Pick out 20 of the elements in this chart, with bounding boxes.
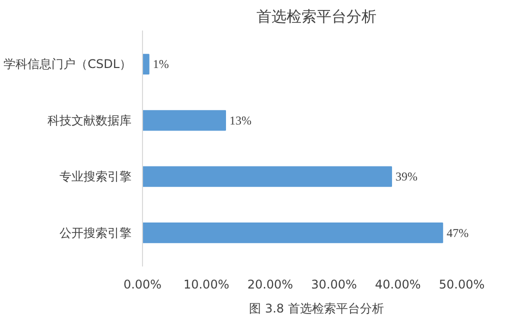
x-tick-label: 50.00%	[438, 278, 485, 292]
data-label: 47%	[446, 226, 469, 240]
x-tick-label: 20.00%	[247, 278, 294, 292]
y-tick-label: 公开搜索引擎	[60, 226, 132, 240]
y-tick-label: 学科信息门户（CSDL）	[4, 57, 132, 72]
x-tick-label: 30.00%	[311, 278, 357, 292]
bar	[142, 222, 444, 244]
x-tick-label: 10.00%	[183, 278, 230, 292]
y-tick-label: 科技文献数据库	[48, 113, 132, 128]
caption: 图 3.8 首选检索平台分析	[249, 302, 384, 316]
bar	[142, 54, 150, 75]
x-tick-label: 40.00%	[375, 278, 421, 292]
data-label: 39%	[396, 170, 418, 184]
bar	[142, 166, 392, 187]
y-tick-label: 专业搜索引擎	[60, 170, 132, 184]
data-label: 1%	[152, 57, 169, 72]
bar	[142, 110, 226, 131]
x-tick-label: 0.00%	[123, 278, 162, 292]
chart-title: 首选检索平台分析	[256, 8, 376, 26]
data-label: 13%	[230, 113, 252, 128]
